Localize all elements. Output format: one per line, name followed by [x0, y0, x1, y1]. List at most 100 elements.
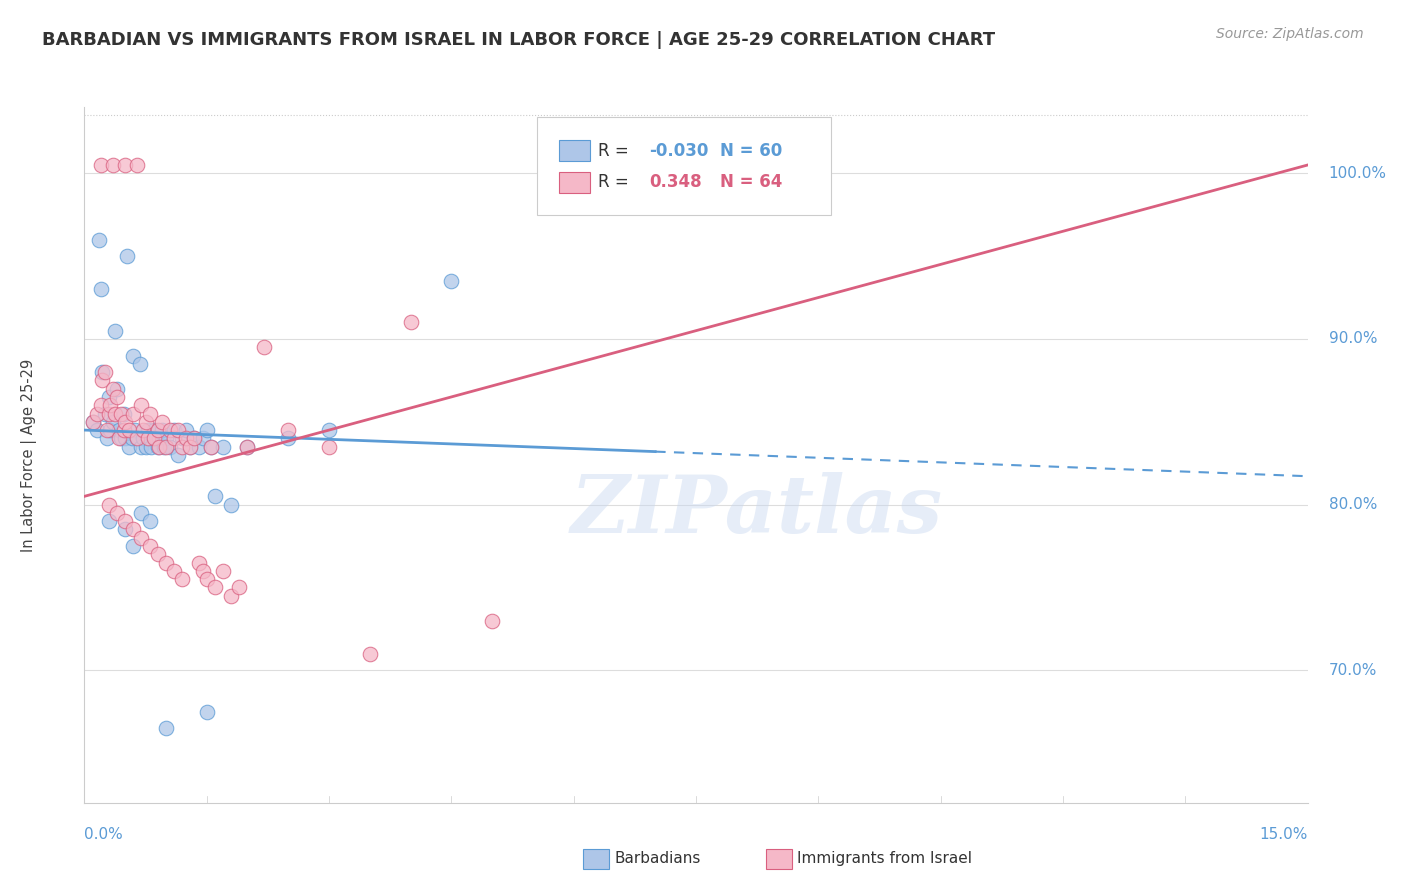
- Point: [148, 440, 170, 454]
- Point: [114, 523, 136, 537]
- Point: [138, 514, 160, 528]
- Point: [277, 423, 299, 437]
- Text: Barbadians: Barbadians: [614, 851, 700, 865]
- Point: [87, 233, 110, 247]
- Point: [212, 564, 235, 578]
- Point: [136, 423, 159, 437]
- Point: [228, 581, 250, 595]
- Bar: [560, 172, 589, 193]
- Point: [135, 440, 157, 454]
- Point: [195, 572, 218, 586]
- Point: [150, 423, 173, 437]
- Point: [112, 407, 135, 421]
- Point: [163, 423, 186, 437]
- Point: [114, 514, 136, 528]
- Point: [121, 431, 143, 445]
- Point: [163, 564, 186, 578]
- Point: [101, 382, 124, 396]
- Point: [318, 423, 340, 437]
- Point: [146, 440, 169, 454]
- Point: [136, 431, 159, 445]
- Point: [135, 415, 157, 429]
- Point: [138, 431, 160, 445]
- Point: [105, 382, 128, 396]
- Point: [236, 440, 259, 454]
- Point: [82, 415, 104, 429]
- Point: [93, 407, 115, 421]
- Text: 0.0%: 0.0%: [84, 827, 124, 841]
- Point: [359, 647, 381, 661]
- Point: [187, 556, 209, 570]
- Point: [107, 423, 129, 437]
- FancyBboxPatch shape: [537, 118, 831, 215]
- Point: [115, 249, 138, 263]
- Point: [82, 415, 104, 429]
- Point: [86, 407, 108, 421]
- Text: In Labor Force | Age 25-29: In Labor Force | Age 25-29: [21, 359, 38, 551]
- Point: [100, 398, 122, 412]
- Point: [204, 489, 226, 503]
- Point: [155, 556, 177, 570]
- Point: [91, 365, 114, 379]
- Point: [97, 514, 120, 528]
- Point: [183, 431, 205, 445]
- Point: [90, 398, 112, 412]
- Text: 80.0%: 80.0%: [1329, 497, 1376, 512]
- Point: [146, 547, 169, 561]
- Point: [399, 315, 422, 329]
- Point: [179, 440, 201, 454]
- Point: [440, 274, 463, 288]
- Point: [107, 431, 129, 445]
- Point: [163, 431, 186, 445]
- Point: [114, 431, 136, 445]
- Point: [114, 415, 136, 429]
- Point: [96, 431, 118, 445]
- Point: [122, 523, 145, 537]
- Point: [131, 398, 153, 412]
- Text: BARBADIAN VS IMMIGRANTS FROM ISRAEL IN LABOR FORCE | AGE 25-29 CORRELATION CHART: BARBADIAN VS IMMIGRANTS FROM ISRAEL IN L…: [42, 31, 995, 49]
- Text: Immigrants from Israel: Immigrants from Israel: [797, 851, 972, 865]
- Point: [105, 506, 128, 520]
- Text: -0.030: -0.030: [650, 142, 709, 160]
- Point: [127, 158, 149, 172]
- Point: [318, 440, 340, 454]
- Point: [253, 340, 276, 354]
- Point: [142, 423, 165, 437]
- Point: [148, 431, 170, 445]
- Point: [105, 390, 128, 404]
- Point: [191, 431, 214, 445]
- Text: 0.348: 0.348: [650, 173, 702, 191]
- Point: [155, 440, 177, 454]
- Point: [114, 158, 136, 172]
- Point: [167, 448, 190, 462]
- Point: [174, 423, 197, 437]
- Point: [172, 572, 194, 586]
- Point: [104, 324, 127, 338]
- Point: [236, 440, 259, 454]
- Point: [86, 423, 108, 437]
- Point: [155, 721, 177, 735]
- Point: [97, 390, 120, 404]
- Point: [100, 423, 122, 437]
- Point: [141, 440, 163, 454]
- Text: 100.0%: 100.0%: [1329, 166, 1386, 181]
- Point: [219, 589, 242, 603]
- Point: [277, 431, 299, 445]
- Point: [124, 423, 146, 437]
- Point: [167, 423, 190, 437]
- Point: [200, 440, 222, 454]
- Point: [131, 531, 153, 545]
- Point: [131, 506, 153, 520]
- Point: [183, 431, 205, 445]
- Point: [90, 158, 112, 172]
- Point: [212, 440, 235, 454]
- Point: [150, 415, 173, 429]
- Point: [172, 440, 194, 454]
- Point: [131, 440, 153, 454]
- Point: [142, 431, 165, 445]
- Text: 70.0%: 70.0%: [1329, 663, 1376, 678]
- Point: [127, 431, 149, 445]
- Point: [138, 407, 160, 421]
- Point: [128, 357, 150, 371]
- Point: [179, 440, 201, 454]
